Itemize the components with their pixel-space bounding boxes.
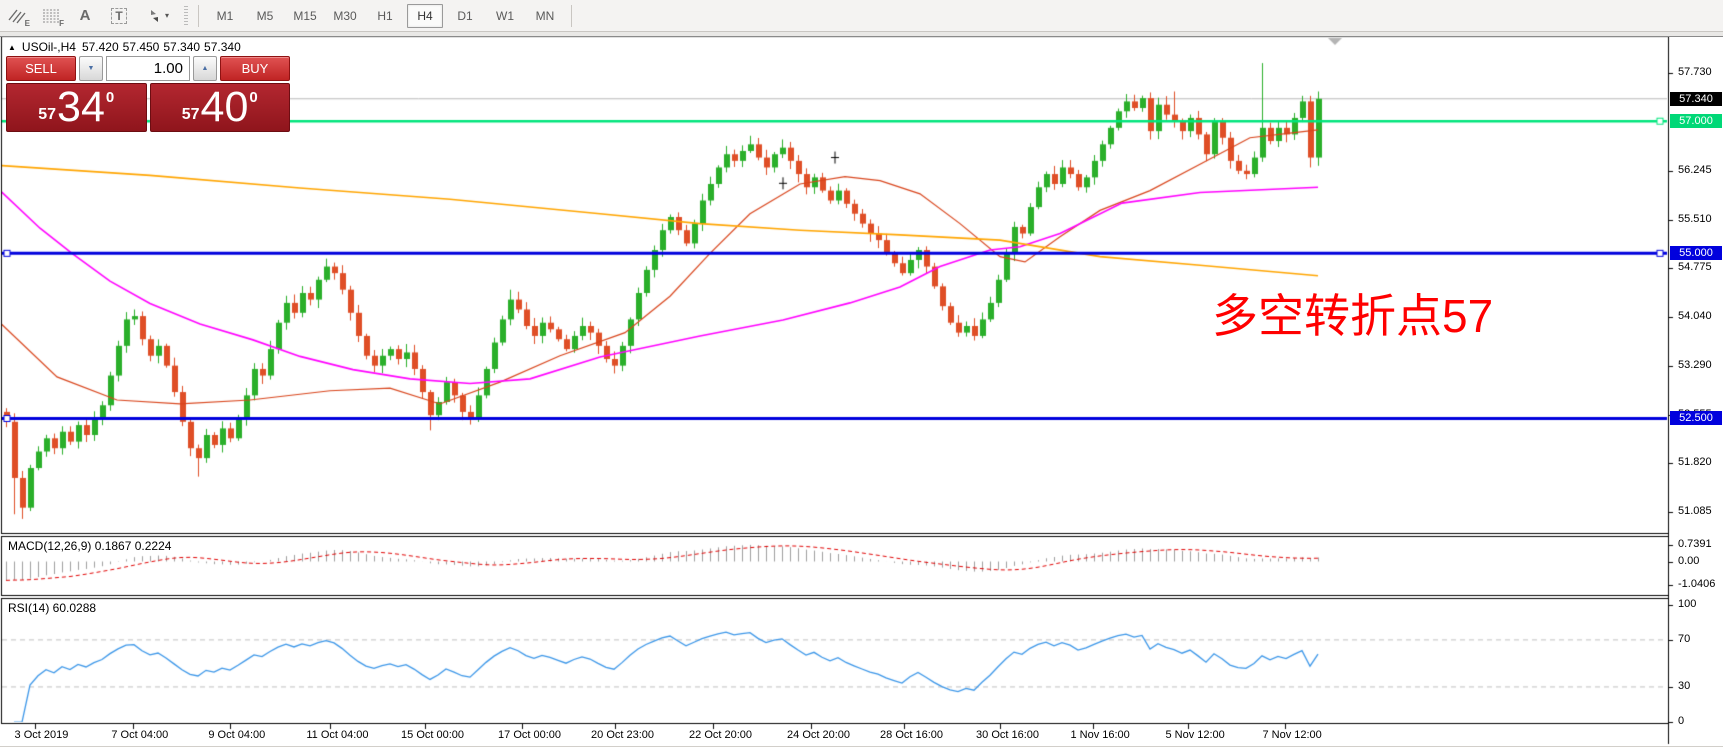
time-axis-label: 28 Oct 16:00 — [880, 729, 944, 741]
time-axis-label: 30 Oct 16:00 — [976, 729, 1040, 741]
window-divider — [0, 32, 1723, 37]
macd-label: MACD(12,26,9) 0.1867 0.2224 — [8, 539, 172, 553]
equidistant-channel-icon — [8, 9, 26, 23]
price-axis-label: 57.730 — [1678, 66, 1712, 78]
equidistant-channel-tool-button[interactable]: E — [1, 3, 33, 29]
rsi-axis-label: 100 — [1678, 597, 1697, 610]
time-axis-label: 7 Oct 04:00 — [111, 729, 169, 741]
one-click-panel-toggle[interactable]: ▲ — [8, 42, 16, 52]
hline-price-tag: 52.500 — [1670, 411, 1722, 426]
chart-text-annotation[interactable]: 多空转折点57 — [1212, 290, 1494, 342]
time-axis-label: 24 Oct 20:00 — [787, 729, 851, 741]
sell-price-pip: 0 — [105, 89, 115, 106]
toolbar-separator — [198, 4, 199, 27]
timeframe-m30[interactable]: M30 — [333, 8, 357, 23]
fibonacci-icon — [43, 9, 59, 22]
buy-price-button[interactable]: 57 40 0 — [149, 83, 290, 132]
arrows-tool-button[interactable]: ▾ — [137, 3, 179, 29]
macd-axis-label: -1.0406 — [1678, 577, 1716, 590]
toolbar: E F A T ▾ M1 M5 M15 M30 H1 H4 D1 W1 MN — [0, 0, 1723, 32]
ohlc-close: 57.340 — [204, 40, 241, 54]
sell-price-prefix: 57 — [38, 106, 57, 123]
tool-sub-label: F — [59, 18, 64, 28]
symbol-name: USOil-,H4 — [21, 40, 76, 54]
time-axis-label: 7 Nov 12:00 — [1262, 729, 1322, 741]
time-axis-label: 15 Oct 00:00 — [401, 729, 465, 741]
volume-decrease-button[interactable]: ▼ — [79, 56, 103, 81]
timeframe-m1[interactable]: M1 — [216, 8, 234, 23]
text-label-tool-button[interactable]: A — [69, 3, 101, 29]
rsi-axis-label: 0 — [1678, 715, 1685, 728]
ohlc-low: 57.340 — [163, 40, 201, 54]
price-axis-label: 53.290 — [1678, 359, 1712, 372]
window-bottom-edge — [0, 746, 1723, 747]
toolbar-separator — [571, 4, 572, 27]
buy-price-prefix: 57 — [181, 106, 200, 123]
buy-button[interactable]: BUY — [220, 56, 290, 81]
rsi-axis-label: 70 — [1678, 632, 1691, 645]
time-axis-label: 1 Nov 16:00 — [1070, 729, 1130, 741]
timeframe-m5[interactable]: M5 — [256, 8, 274, 23]
fibonacci-tool-button[interactable]: F — [35, 3, 67, 29]
time-axis-label: 3 Oct 2019 — [14, 729, 69, 741]
sell-button[interactable]: SELL — [6, 56, 76, 81]
time-axis-label: 17 Oct 00:00 — [498, 729, 562, 741]
hline-price-tag: 57.000 — [1670, 114, 1722, 129]
ohlc-open: 57.420 — [81, 40, 119, 54]
volume-input[interactable] — [106, 56, 190, 81]
macd-axis-label: 0.00 — [1678, 554, 1700, 567]
timeframe-mn[interactable]: MN — [535, 8, 555, 23]
arrows-icon — [150, 9, 158, 22]
one-click-trading-panel: SELL ▼ ▲ BUY 57 34 0 57 40 0 — [6, 56, 290, 132]
timeframe-m15[interactable]: M15 — [293, 8, 317, 23]
macd-axis-label: 0.7391 — [1678, 537, 1712, 550]
ohlc-high: 57.450 — [122, 40, 160, 54]
text-label-icon: A — [79, 7, 91, 24]
current-price-tag: 57.340 — [1670, 91, 1722, 106]
text-box-tool-button[interactable]: T — [103, 3, 135, 29]
timeframe-h4[interactable]: H4 — [407, 3, 443, 28]
hline-price-tag: 55.000 — [1670, 246, 1722, 261]
time-axis-label: 22 Oct 20:00 — [689, 729, 753, 741]
price-axis-label: 56.245 — [1678, 164, 1712, 177]
timeframe-group: M1 M5 M15 M30 H1 H4 D1 W1 MN — [205, 3, 565, 28]
buy-price-main: 40 — [200, 83, 249, 131]
rsi-label: RSI(14) 60.0288 — [8, 601, 97, 615]
tool-sub-label: E — [24, 18, 30, 28]
sell-price-main: 34 — [57, 83, 105, 131]
price-axis-label: 51.085 — [1678, 504, 1712, 517]
toolbar-grip[interactable] — [184, 5, 188, 26]
time-axis-label: 5 Nov 12:00 — [1165, 729, 1225, 741]
rsi-axis-label: 30 — [1678, 679, 1691, 692]
time-axis-label: 11 Oct 04:00 — [306, 729, 369, 741]
time-axis-label: 9 Oct 04:00 — [208, 729, 266, 741]
timeframe-h1[interactable]: H1 — [377, 8, 393, 23]
price-axis-label: 54.775 — [1678, 261, 1712, 274]
symbol-header: ▲ USOil-,H4 57.420 57.450 57.340 57.340 — [8, 40, 241, 54]
text-box-icon: T — [111, 7, 127, 24]
price-axis-label: 51.820 — [1678, 456, 1712, 469]
price-axis-label: 55.510 — [1678, 212, 1712, 225]
buy-price-pip: 0 — [249, 89, 258, 106]
chevron-down-icon: ▾ — [164, 11, 169, 20]
sell-price-button[interactable]: 57 34 0 — [6, 83, 147, 132]
timeframe-w1[interactable]: W1 — [496, 8, 514, 23]
time-axis-label: 20 Oct 23:00 — [591, 729, 655, 741]
volume-increase-button[interactable]: ▲ — [193, 56, 217, 81]
price-axis-label: 54.040 — [1678, 309, 1712, 322]
timeframe-d1[interactable]: D1 — [457, 8, 473, 23]
